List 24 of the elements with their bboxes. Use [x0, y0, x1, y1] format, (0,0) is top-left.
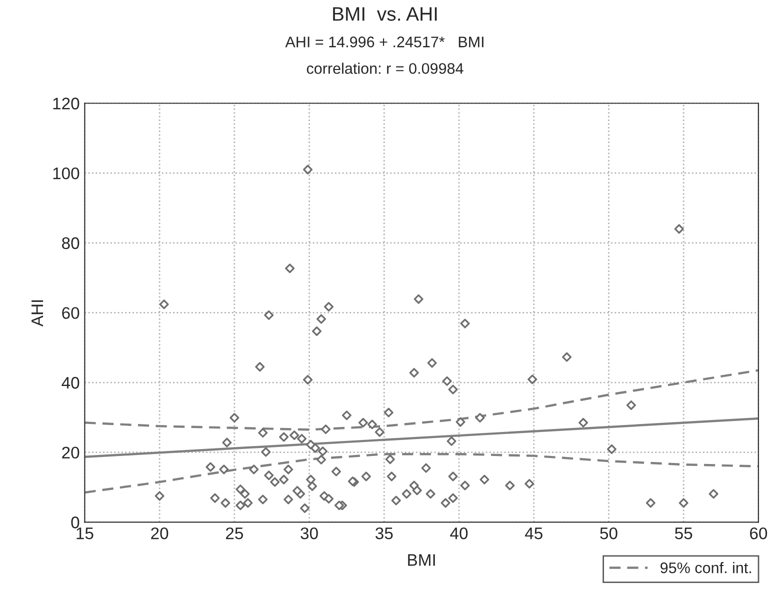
y-tick-label: 0 [71, 516, 80, 528]
line-series [84, 452, 758, 494]
x-tick-label: 25 [226, 527, 243, 540]
x-axis-title: BMI [408, 554, 435, 566]
y-tick-label: 40 [62, 376, 80, 389]
x-tick-label: 15 [76, 528, 94, 540]
y-tick-label: 20 [62, 446, 80, 459]
x-tick-label: 50 [600, 527, 618, 540]
legend-label: 95% conf. int. [660, 562, 752, 574]
text: correlation: r = 0.09984 [306, 62, 464, 74]
y-tick-label: 120 [53, 98, 80, 110]
x-tick-label: 35 [376, 527, 393, 540]
y-axis-title: AHI [32, 300, 44, 327]
y-tick-label: 60 [62, 307, 80, 319]
x-tick-label: 30 [300, 527, 318, 540]
chart-subtitle: AHI = 14.996 + .24517* BMI [285, 36, 484, 48]
x-tick-label: 45 [524, 528, 542, 540]
y-tick-label: 80 [62, 237, 80, 250]
x-tick-label: 40 [450, 527, 468, 540]
x-tick-label: 20 [151, 527, 168, 540]
x-tick-label: 55 [674, 528, 692, 540]
x-tick-label: 60 [750, 527, 768, 540]
chart-title: BMI vs. AHI [333, 7, 437, 21]
y-tick-label: 100 [53, 167, 80, 180]
